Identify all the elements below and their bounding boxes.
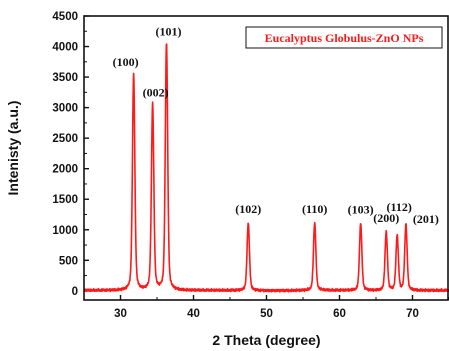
y-tick-label: 500: [59, 255, 78, 267]
x-tick-label: 70: [406, 308, 419, 320]
peak-label: (112): [386, 200, 411, 214]
y-tick-label: 3000: [52, 103, 78, 115]
legend-label: Eucalyptus Globulus-ZnO NPs: [265, 31, 424, 45]
plot-area: [83, 43, 449, 293]
peak-label: (110): [302, 202, 327, 216]
y-axis-title: Intenisty (a.u.): [5, 101, 21, 196]
y-tick-label: 1000: [52, 225, 78, 237]
plot-frame: [83, 15, 449, 301]
y-tick-label: 4500: [52, 11, 78, 23]
legend: Eucalyptus Globulus-ZnO NPs: [245, 26, 443, 49]
x-tick-label: 30: [114, 308, 127, 320]
peak-label: (103): [348, 203, 374, 217]
peak-label: (201): [413, 212, 439, 226]
x-tick-label: 40: [187, 308, 200, 320]
x-tick-label: 50: [260, 308, 273, 320]
peak-label: (002): [143, 86, 169, 100]
peak-label: (101): [155, 24, 181, 38]
y-tick-label: 2500: [52, 133, 78, 145]
y-tick-label: 3500: [52, 72, 78, 84]
peak-label: (100): [113, 55, 139, 69]
peak-labels: (100) (002) (101) (102) (110) (103)(200)(112)…: [113, 24, 439, 225]
y-tick-label: 2000: [52, 164, 78, 176]
y-tick-label: 4000: [52, 42, 78, 54]
peak-label: (200): [373, 211, 399, 225]
y-tick-label: 0: [72, 286, 78, 298]
legend-box: [245, 26, 443, 49]
peak-label: (102): [235, 202, 261, 216]
x-axis-title: 2 Theta (degree): [212, 332, 320, 348]
series-line: [83, 43, 449, 293]
x-tick-label: 60: [333, 308, 346, 320]
y-tick-label: 1500: [52, 194, 78, 206]
